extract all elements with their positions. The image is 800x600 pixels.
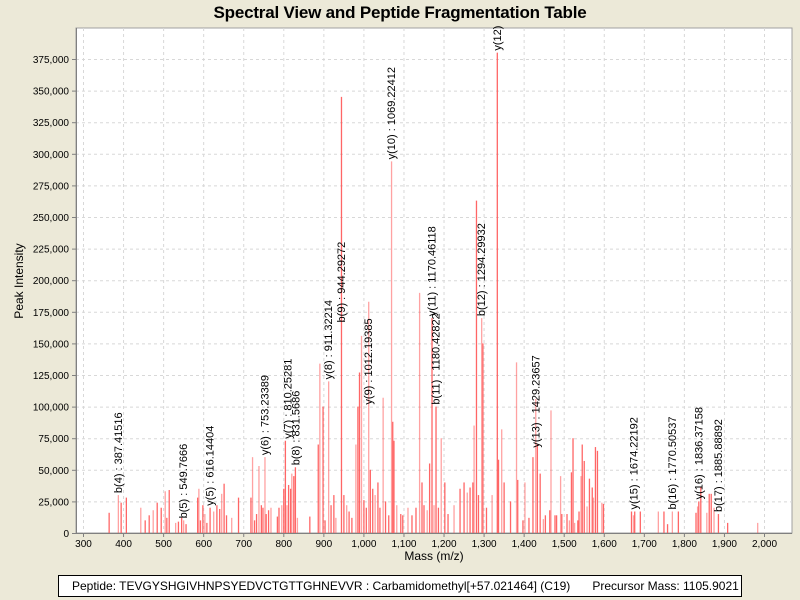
- x-tick-label: 1,000: [351, 539, 376, 550]
- x-tick-label: 2,000: [752, 539, 777, 550]
- fragment-label: y(16) : 1836.37158: [693, 407, 705, 499]
- x-tick-label: 400: [115, 539, 132, 550]
- y-tick-label: 250,000: [33, 213, 70, 224]
- y-tick-label: 25,000: [38, 497, 69, 508]
- x-tick-label: 1,800: [672, 539, 697, 550]
- fragment-label: b(5) : 549.7666: [178, 444, 190, 519]
- y-axis-label: Peak Intensity: [12, 243, 26, 318]
- y-tick-label: 75,000: [38, 434, 69, 445]
- grid-lines: [76, 28, 792, 533]
- fragment-label: b(9) : 944.29272: [336, 242, 348, 323]
- x-tick-label: 700: [235, 539, 252, 550]
- fragment-label: y(12): [492, 26, 504, 51]
- y-tick-label: 175,000: [33, 308, 70, 319]
- spectrum-chart: b(4) : 387.41516 b(5) : 549.7666 y(5) : 61…: [12, 26, 793, 563]
- x-tick-label: 300: [75, 539, 92, 550]
- fragment-label: b(4) : 387.41516: [113, 412, 125, 493]
- x-tick-label: 900: [316, 539, 333, 550]
- y-tick-label: 275,000: [33, 181, 70, 192]
- y-tick-label: 325,000: [33, 118, 70, 129]
- fragment-label: y(11) : 1170.46118: [427, 226, 439, 316]
- x-tick-label: 500: [155, 539, 172, 550]
- x-axis-ticks: 300 400 500 600 700 800 900 1,000 1,100 1,200 1,30…: [75, 533, 777, 550]
- x-tick-label: 1,900: [712, 539, 737, 550]
- x-tick-label: 1,100: [391, 539, 416, 550]
- x-tick-label: 1,500: [552, 539, 577, 550]
- x-axis-label: Mass (m/z): [404, 549, 463, 563]
- y-tick-label: 200,000: [33, 276, 70, 287]
- x-tick-label: 600: [195, 539, 212, 550]
- fragment-label: b(12) : 1294.29932: [476, 223, 488, 316]
- fragment-label: y(9) : 1012.19385: [363, 318, 375, 404]
- fragment-label: y(15) : 1674.22192: [628, 417, 640, 509]
- precursor-mass: Precursor Mass: 1105.9021: [592, 579, 739, 593]
- fragment-annotations: b(4) : 387.41516 b(5) : 549.7666 y(5) : 61…: [113, 26, 725, 519]
- y-tick-label: 350,000: [33, 87, 70, 98]
- peptide-sequence: Peptide: TEVGYSHGIVHNPSYEDVCTGTTGHNEVVR …: [72, 579, 571, 593]
- fragment-label: y(7) : 810.25281: [282, 359, 294, 439]
- x-tick-label: 800: [275, 539, 292, 550]
- fragment-label: y(13) : 1429.23657: [530, 355, 542, 447]
- y-tick-label: 125,000: [33, 371, 70, 382]
- y-tick-label: 0: [63, 529, 69, 540]
- y-tick-label: 375,000: [33, 55, 70, 66]
- y-tick-label: 150,000: [33, 339, 70, 350]
- peaks: [108, 52, 759, 533]
- y-tick-label: 225,000: [33, 245, 70, 256]
- fragment-label: y(5) : 616.14404: [205, 426, 217, 506]
- fragment-label: y(6) : 753.23389: [259, 375, 271, 455]
- y-axis-ticks: 0 25,000 50,000 75,000 100,000 125,000 150,000…: [33, 55, 76, 540]
- x-tick-label: 1,300: [472, 539, 497, 550]
- fragment-label: b(8) : 831.5686: [291, 391, 303, 466]
- x-tick-label: 1,400: [512, 539, 537, 550]
- chart-title: Spectral View and Peptide Fragmentation …: [213, 3, 587, 22]
- x-tick-label: 1,700: [632, 539, 657, 550]
- y-tick-label: 300,000: [33, 150, 70, 161]
- fragment-label: y(8) : 911.32214: [323, 300, 335, 379]
- y-tick-label: 50,000: [38, 466, 69, 477]
- fragment-label: b(16) : 1770.50537: [667, 417, 679, 510]
- peptide-info-box: Peptide: TEVGYSHGIVHNPSYEDVCTGTTGHNEVVR …: [58, 575, 742, 597]
- y-tick-label: 100,000: [33, 403, 70, 414]
- fragment-label: b(17) : 1885.88892: [713, 419, 725, 512]
- x-tick-label: 1,600: [592, 539, 617, 550]
- fragment-label: b(11) : 1180.42822: [431, 313, 443, 404]
- fragment-label: y(10) : 1069.22412: [386, 67, 398, 159]
- x-tick-label: 1,200: [432, 539, 457, 550]
